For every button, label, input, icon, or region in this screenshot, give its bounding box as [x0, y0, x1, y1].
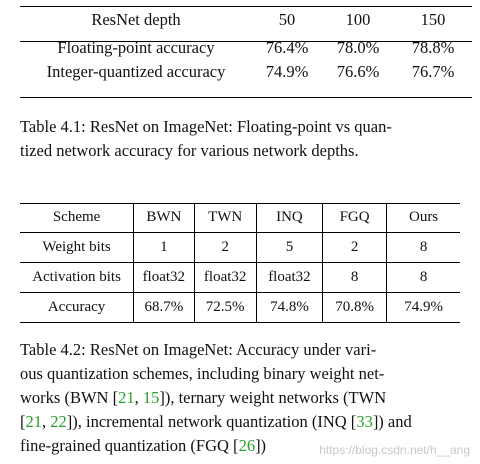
table-cell: 68.7% [133, 292, 195, 322]
table1-header-150: 150 [420, 10, 446, 29]
citation-link[interactable]: 33 [356, 412, 373, 431]
table-cell: 76.6% [336, 62, 380, 81]
caption-text: , [42, 412, 51, 431]
caption-text: ]) [255, 436, 267, 455]
caption-text: works (BWN [ [20, 388, 119, 407]
caption-text: , [134, 388, 143, 407]
table1-header-label: ResNet depth [91, 10, 181, 29]
table-cell: 76.4% [265, 38, 309, 57]
table-cell: Accuracy [20, 292, 135, 322]
table-cell: 70.8% [322, 292, 388, 322]
table2-header-fgq: FGQ [322, 203, 388, 233]
table1-row-float: Floating-point accuracy 76.4% 78.0% 78.8… [20, 36, 472, 60]
table-cell: 72.5% [194, 292, 257, 322]
table-cell: 76.7% [411, 62, 455, 81]
table2-header-scheme: Scheme [20, 203, 135, 233]
table1-caption: Table 4.1: ResNet on ImageNet: Floating-… [20, 115, 466, 163]
table1-bottom-rule [20, 97, 472, 98]
table2-header-row: Scheme BWN TWN INQ FGQ Ours [20, 203, 460, 233]
table-cell: float32 [256, 262, 324, 293]
caption-text: ]), ternary weight networks (TWN [159, 388, 387, 407]
caption-line: [21, 22]), incremental network quantizat… [20, 410, 466, 434]
caption-line: works (BWN [21, 15]), ternary weight net… [20, 386, 466, 410]
table2-caption: Table 4.2: ResNet on ImageNet: Accuracy … [20, 338, 466, 458]
table-cell: Weight bits [20, 232, 135, 263]
table1-top-rule [20, 6, 472, 7]
table-cell: float32 [133, 262, 195, 293]
caption-line: fine-grained quantization (FGQ [26]) [20, 434, 466, 458]
table2-row-accuracy: Accuracy 68.7% 72.5% 74.8% 70.8% 74.9% [20, 292, 460, 322]
table1-header-50: 50 [278, 10, 296, 29]
citation-link[interactable]: 22 [50, 412, 67, 431]
table1-mid-rule [20, 41, 472, 42]
table2-bottom-rule [20, 322, 460, 323]
citation-link[interactable]: 21 [118, 388, 135, 407]
table-cell: 2 [194, 232, 257, 263]
table2-row-weight-bits: Weight bits 1 2 5 2 8 [20, 232, 460, 263]
table-cell: 1 [133, 232, 195, 263]
caption-line: tized network accuracy for various netwo… [20, 141, 359, 160]
table-cell: 74.9% [386, 292, 460, 322]
table2-header-bwn: BWN [133, 203, 195, 233]
table2-header-ours: Ours [408, 209, 439, 225]
table-cell: 8 [386, 262, 460, 293]
table1-header-100: 100 [345, 10, 371, 29]
table-cell: 78.8% [411, 38, 455, 57]
watermark: https://blog.csdn.net/h__ang [319, 443, 470, 457]
caption-text: ]), incremental network quantization (IN… [66, 412, 357, 431]
table-cell: 74.8% [256, 292, 324, 322]
table-cell: 5 [256, 232, 324, 263]
table-4-1: ResNet depth 50 100 150 Floating-point a… [20, 4, 472, 84]
table-cell: 2 [322, 232, 388, 263]
citation-link[interactable]: 26 [238, 436, 256, 455]
caption-text: ]) and [372, 412, 412, 431]
table2-header-inq: INQ [256, 203, 324, 233]
citation-link[interactable]: 15 [142, 388, 160, 407]
table-cell: 8 [386, 232, 460, 263]
table2-header-twn: TWN [194, 203, 257, 233]
table-cell: 78.0% [336, 38, 380, 57]
table-cell: 8 [322, 262, 388, 293]
caption-text: [ [20, 412, 26, 431]
citation-link[interactable]: 21 [25, 412, 43, 431]
caption-line: Table 4.2: ResNet on ImageNet: Accuracy … [20, 340, 377, 359]
table-cell: float32 [194, 262, 257, 293]
table-cell: Activation bits [20, 262, 135, 293]
table2-row-activation-bits: Activation bits float32 float32 float32 … [20, 262, 460, 293]
table-cell: Floating-point accuracy [57, 38, 215, 57]
caption-text: fine-grained quantization (FGQ [ [20, 436, 239, 455]
table-4-2: Scheme BWN TWN INQ FGQ Ours Weight bits … [20, 203, 460, 322]
table-cell: 74.9% [265, 62, 309, 81]
table1-row-int: Integer-quantized accuracy 74.9% 76.6% 7… [20, 60, 472, 84]
caption-line: ous quantization schemes, including bina… [20, 364, 385, 383]
table1-header-row: ResNet depth 50 100 150 [20, 4, 472, 36]
caption-line: Table 4.1: ResNet on ImageNet: Floating-… [20, 117, 392, 136]
table-cell: Integer-quantized accuracy [46, 62, 226, 81]
